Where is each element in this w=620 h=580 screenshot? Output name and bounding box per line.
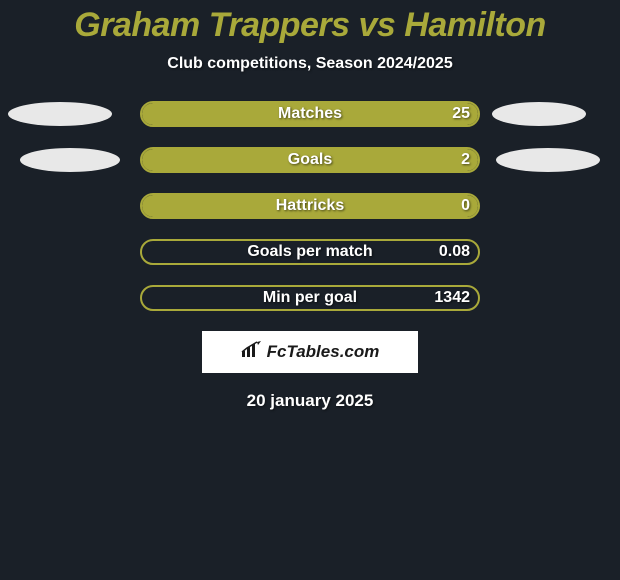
- bar-track: [140, 193, 480, 219]
- bar-track: [140, 239, 480, 265]
- stat-row: Min per goal1342: [0, 285, 620, 311]
- bar-fill: [142, 149, 478, 171]
- left-ellipse: [8, 102, 112, 126]
- bar-track: [140, 101, 480, 127]
- stat-row: Hattricks0: [0, 193, 620, 219]
- logo-box: FcTables.com: [202, 331, 418, 373]
- barchart-icon: [241, 341, 263, 364]
- stat-row: Goals2: [0, 147, 620, 173]
- bar-fill: [142, 103, 478, 125]
- right-ellipse: [496, 148, 600, 172]
- stat-row: Goals per match0.08: [0, 239, 620, 265]
- right-ellipse: [492, 102, 586, 126]
- stat-row: Matches25: [0, 101, 620, 127]
- bar-track: [140, 285, 480, 311]
- bar-fill: [142, 195, 478, 217]
- date-text: 20 january 2025: [0, 391, 620, 411]
- stat-rows: Matches25 Goals2 Hattricks0 Goals per match…: [0, 101, 620, 311]
- bar-track: [140, 147, 480, 173]
- logo-text: FcTables.com: [267, 342, 380, 362]
- page-title: Graham Trappers vs Hamilton: [0, 0, 620, 45]
- left-ellipse: [20, 148, 120, 172]
- subtitle: Club competitions, Season 2024/2025: [0, 55, 620, 73]
